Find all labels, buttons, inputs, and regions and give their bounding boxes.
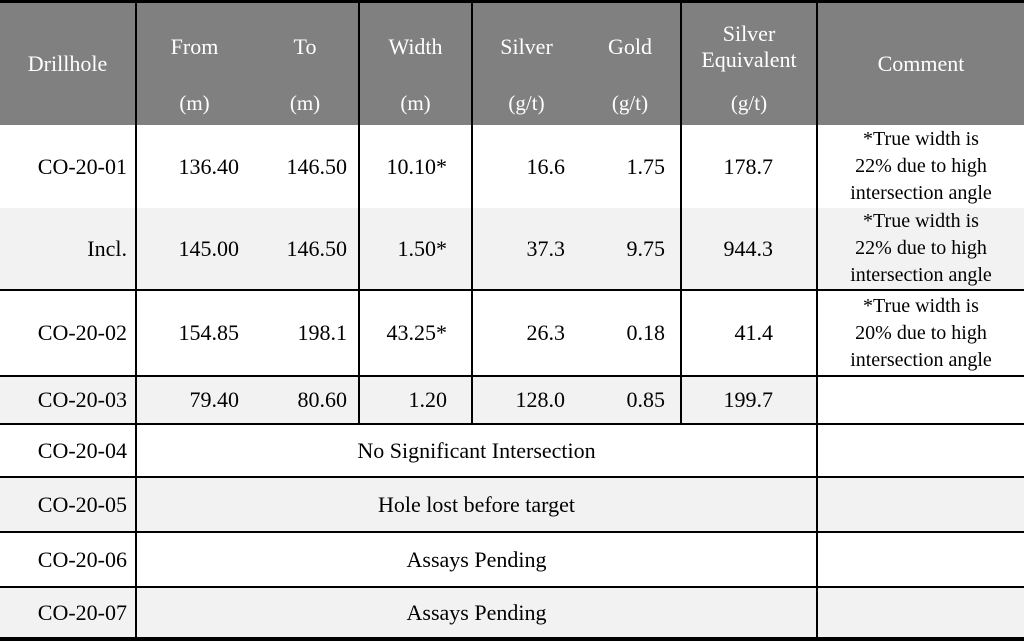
header-gold-label: Gold xyxy=(608,34,652,60)
header-silver-equivalent-label: Silver Equivalent xyxy=(701,21,797,72)
header-gold-unit: (g/t) xyxy=(611,91,649,115)
table-cell-to: 146.50 xyxy=(252,208,360,291)
table-cell-comment: *True width is 22% due to high intersect… xyxy=(818,125,1024,208)
table-cell-from: 79.40 xyxy=(137,377,252,425)
table-cell-comment xyxy=(818,588,1024,637)
table-cell-width: 10.10* xyxy=(360,125,473,208)
header-silver-unit: (g/t) xyxy=(508,91,545,115)
table-cell-note: Assays Pending xyxy=(137,588,818,637)
table-cell-silver-equivalent: 41.4 xyxy=(682,291,818,377)
table-cell-gold: 1.75 xyxy=(580,125,682,208)
table-cell-note: No Significant Intersection xyxy=(137,425,818,478)
table-cell-gold: 0.85 xyxy=(580,377,682,425)
header-silver-equivalent-unit: (g/t) xyxy=(730,91,768,115)
table-cell-from: 136.40 xyxy=(137,125,252,208)
header-width-label: Width xyxy=(388,34,443,60)
header-to-label: To xyxy=(293,34,317,60)
header-gold: Gold (g/t) xyxy=(580,3,682,125)
table-cell-gold: 9.75 xyxy=(580,208,682,291)
table-cell-to: 80.60 xyxy=(252,377,360,425)
table-cell-silver: 37.3 xyxy=(473,208,580,291)
header-silver: Silver (g/t) xyxy=(473,3,580,125)
header-drillhole: Drillhole xyxy=(0,3,137,125)
table-cell-silver: 128.0 xyxy=(473,377,580,425)
table-cell-comment xyxy=(818,377,1024,425)
header-from-unit: (m) xyxy=(179,91,210,115)
table-cell-to: 146.50 xyxy=(252,125,360,208)
table-cell-silver-equivalent: 944.3 xyxy=(682,208,818,291)
table-cell-comment xyxy=(818,478,1024,533)
table-cell-width: 1.20 xyxy=(360,377,473,425)
table-row-drillhole: CO-20-05 xyxy=(0,478,137,533)
table-row-drillhole: Incl. xyxy=(0,208,137,291)
table-cell-to: 198.1 xyxy=(252,291,360,377)
header-drillhole-label: Drillhole xyxy=(27,51,108,77)
table-row-drillhole: CO-20-06 xyxy=(0,533,137,588)
table-row-drillhole: CO-20-04 xyxy=(0,425,137,478)
table-cell-silver: 16.6 xyxy=(473,125,580,208)
table-cell-silver-equivalent: 178.7 xyxy=(682,125,818,208)
table-row-drillhole: CO-20-07 xyxy=(0,588,137,637)
header-width-unit: (m) xyxy=(400,91,431,115)
table-cell-comment: *True width is 20% due to high intersect… xyxy=(818,291,1024,377)
table-cell-silver-equivalent: 199.7 xyxy=(682,377,818,425)
table-cell-width: 1.50* xyxy=(360,208,473,291)
header-from-label: From xyxy=(170,34,219,60)
table-cell-gold: 0.18 xyxy=(580,291,682,377)
header-from: From (m) xyxy=(137,3,252,125)
header-silver-label: Silver xyxy=(500,34,553,60)
table-cell-from: 154.85 xyxy=(137,291,252,377)
table-cell-note: Hole lost before target xyxy=(137,478,818,533)
header-comment-label: Comment xyxy=(877,51,965,77)
header-comment: Comment xyxy=(818,3,1024,125)
table-cell-note: Assays Pending xyxy=(137,533,818,588)
header-to-unit: (m) xyxy=(289,91,321,115)
table-cell-from: 145.00 xyxy=(137,208,252,291)
table-cell-comment: *True width is 22% due to high intersect… xyxy=(818,208,1024,291)
table-cell-comment xyxy=(818,425,1024,478)
table-row-drillhole: CO-20-01 xyxy=(0,125,137,208)
table-cell-comment xyxy=(818,533,1024,588)
table-cell-silver: 26.3 xyxy=(473,291,580,377)
table-row-drillhole: CO-20-02 xyxy=(0,291,137,377)
table-cell-width: 43.25* xyxy=(360,291,473,377)
header-width: Width (m) xyxy=(360,3,473,125)
header-to: To (m) xyxy=(252,3,360,125)
header-silver-equivalent: Silver Equivalent (g/t) xyxy=(682,3,818,125)
table-row-drillhole: CO-20-03 xyxy=(0,377,137,425)
